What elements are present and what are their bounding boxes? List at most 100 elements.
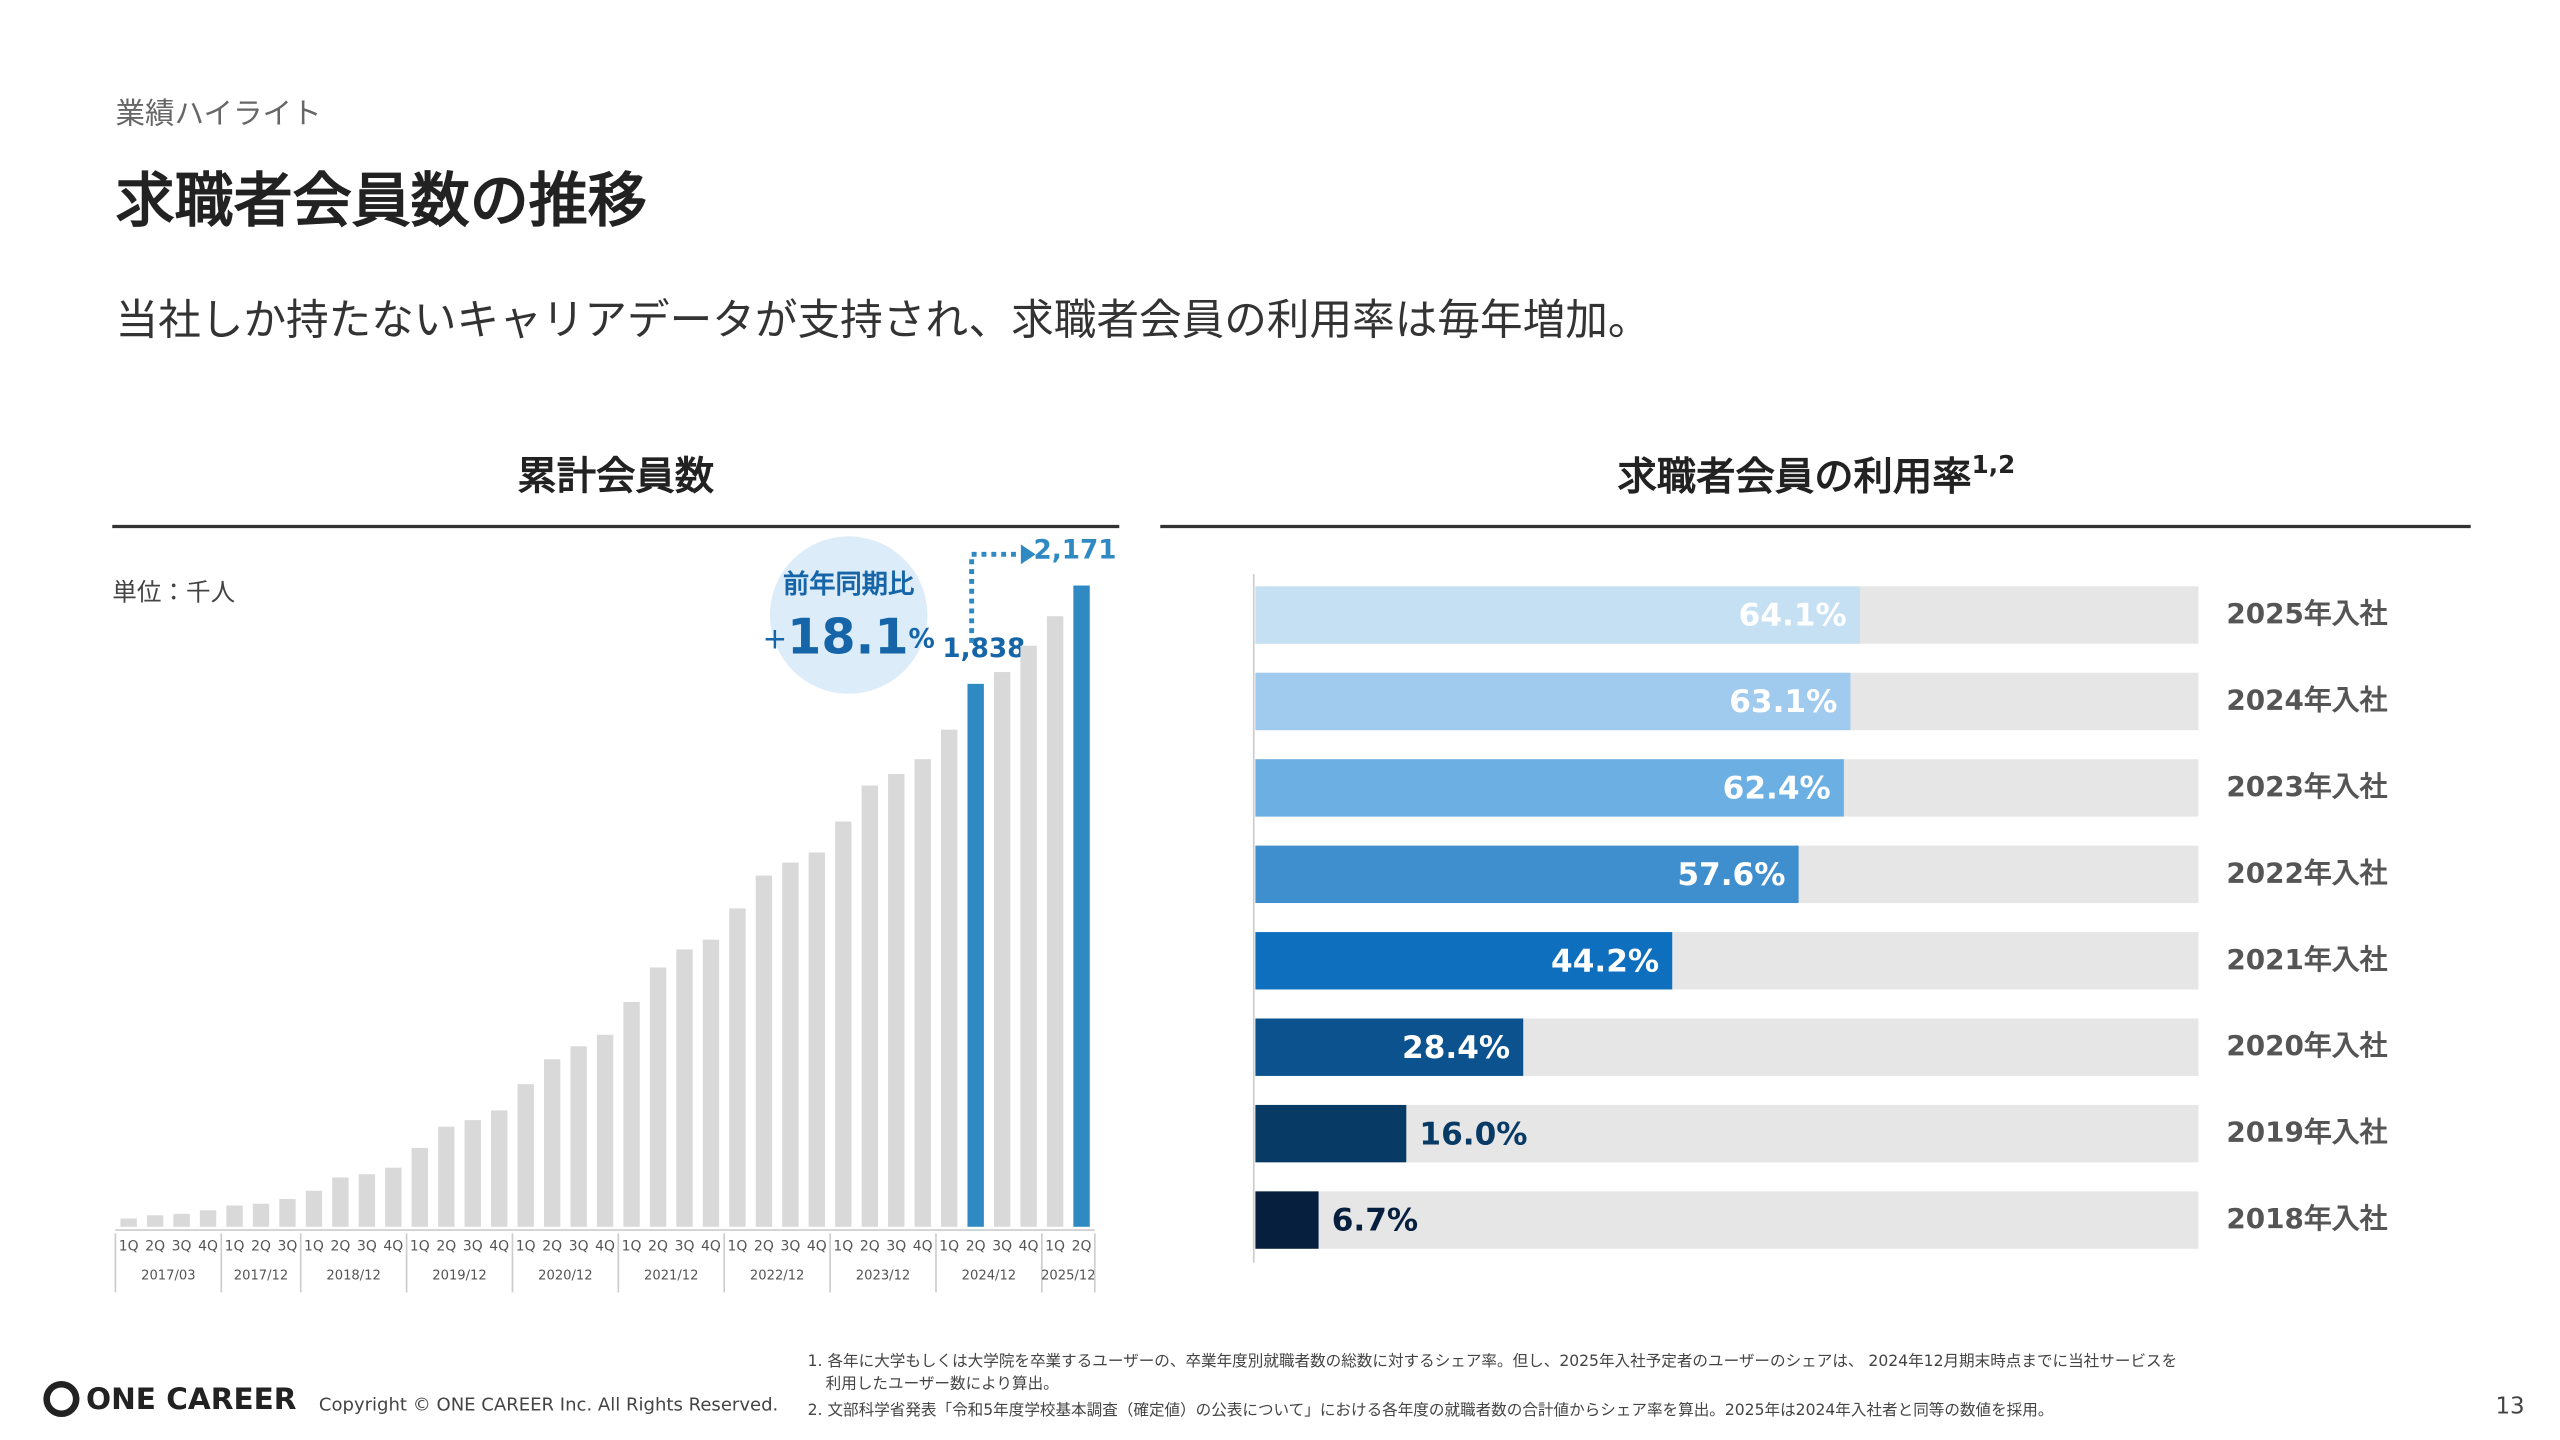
annotation-number: 18.1 <box>787 607 908 665</box>
value-label: 62.4% <box>1723 771 1831 807</box>
bar <box>835 821 852 1227</box>
x-group-label: 2017/12 <box>234 1268 288 1283</box>
category-label: 2024年入社 <box>2226 683 2387 716</box>
footnote: 2. 文部科学省発表「令和5年度学校基本調査（確定値）の公表について」における各… <box>808 1400 2054 1419</box>
x-tick-label: 3Q <box>357 1238 377 1254</box>
category-label: 2021年入社 <box>2226 943 2387 976</box>
annotation-sign: + <box>762 621 787 655</box>
x-tick-label: 2Q <box>1072 1238 1092 1254</box>
bar <box>755 875 773 1227</box>
chart-title: 累計会員数 <box>517 453 714 499</box>
value-label: 6.7% <box>1332 1203 1418 1239</box>
value-label: 57.6% <box>1677 857 1785 893</box>
bar <box>1255 1018 1524 1076</box>
bar <box>649 967 667 1227</box>
x-tick-label: 1Q <box>225 1238 245 1254</box>
footnote: 1. 各年に大学もしくは大学院を卒業するユーザーの、卒業年度別就職者数の総数に対… <box>808 1352 2178 1370</box>
x-tick-label: 3Q <box>675 1238 695 1254</box>
value-label: 63.1% <box>1729 684 1837 720</box>
bar <box>914 759 931 1227</box>
annotation-title: 前年同期比 <box>783 569 914 600</box>
x-tick-label: 3Q <box>992 1238 1012 1254</box>
annotation-bubble <box>769 536 928 694</box>
x-tick-label: 1Q <box>833 1238 853 1254</box>
annotation-value: +18.1% <box>762 607 934 665</box>
bar <box>888 773 905 1227</box>
x-tick-label: 4Q <box>807 1238 827 1254</box>
x-tick-label: 2Q <box>648 1238 668 1254</box>
bar <box>1255 672 1851 731</box>
page-number: 13 <box>2495 1394 2524 1420</box>
bar <box>543 1059 561 1227</box>
bar <box>173 1213 190 1227</box>
x-tick-label: 2Q <box>330 1238 350 1254</box>
bar <box>1255 1104 1407 1163</box>
bar <box>808 852 826 1227</box>
category-label: 2023年入社 <box>2226 770 2387 803</box>
logo-icon <box>43 1380 80 1418</box>
x-tick-label: 3Q <box>569 1238 589 1254</box>
bar <box>385 1167 402 1227</box>
x-group-label: 2017/03 <box>141 1268 195 1283</box>
value-label: 1,838 <box>942 634 1025 664</box>
bar <box>358 1174 376 1227</box>
bar <box>1255 586 1860 644</box>
x-tick-label: 4Q <box>383 1238 403 1254</box>
bar-track <box>1255 1104 2199 1163</box>
value-label: 64.1% <box>1739 598 1847 634</box>
x-tick-label: 2Q <box>542 1238 562 1254</box>
bar <box>252 1203 270 1227</box>
value-label: 44.2% <box>1551 943 1659 979</box>
footnote: 利用したユーザー数により算出。 <box>826 1374 1059 1393</box>
bar <box>120 1218 137 1227</box>
page-title: 求職者会員数の推移 <box>116 166 647 235</box>
x-tick-label: 3Q <box>780 1238 800 1254</box>
bar <box>782 862 799 1227</box>
x-tick-label: 3Q <box>172 1238 192 1254</box>
x-group-label: 2024/12 <box>962 1268 1016 1283</box>
x-tick-label: 2Q <box>860 1238 880 1254</box>
annotation-unit: % <box>909 624 935 654</box>
bar <box>941 729 958 1227</box>
bar <box>517 1084 534 1227</box>
bar <box>861 785 878 1227</box>
x-tick-label: 2Q <box>966 1238 986 1254</box>
category-label: 2019年入社 <box>2226 1116 2387 1149</box>
value-label: 28.4% <box>1402 1030 1510 1066</box>
x-tick-label: 4Q <box>701 1238 721 1254</box>
category-label: 2020年入社 <box>2226 1029 2387 1062</box>
x-tick-label: 3Q <box>463 1238 483 1254</box>
x-tick-label: 2Q <box>436 1238 456 1254</box>
x-group-label: 2019/12 <box>432 1268 486 1283</box>
x-tick-label: 3Q <box>278 1238 298 1254</box>
bar <box>226 1205 243 1227</box>
x-tick-label: 1Q <box>304 1238 324 1254</box>
logo: ONE CAREER <box>86 1382 297 1416</box>
bar-track <box>1255 1191 2199 1249</box>
x-group-label: 2022/12 <box>750 1268 804 1283</box>
x-tick-label: 1Q <box>516 1238 536 1254</box>
bar <box>146 1215 164 1227</box>
bar <box>993 672 1011 1227</box>
arrow-head <box>1020 544 1036 565</box>
x-tick-label: 1Q <box>1045 1238 1065 1254</box>
x-tick-label: 2Q <box>145 1238 165 1254</box>
bar <box>438 1126 455 1227</box>
x-tick-label: 2Q <box>754 1238 774 1254</box>
x-tick-label: 4Q <box>1019 1238 1039 1254</box>
chart-title: 求職者会員の利用率1,2 <box>1617 450 2015 500</box>
bar <box>1255 932 1673 990</box>
bar <box>1073 585 1090 1227</box>
bar <box>570 1046 587 1227</box>
x-group-label: 2020/12 <box>538 1268 592 1283</box>
bar <box>305 1190 323 1227</box>
bar <box>1020 645 1037 1227</box>
bar <box>491 1110 508 1227</box>
bar <box>1255 759 1844 817</box>
x-tick-label: 4Q <box>198 1238 218 1254</box>
bar <box>596 1034 614 1227</box>
bar <box>1046 616 1064 1227</box>
bar <box>702 939 720 1227</box>
x-tick-label: 3Q <box>886 1238 906 1254</box>
x-tick-label: 1Q <box>728 1238 748 1254</box>
